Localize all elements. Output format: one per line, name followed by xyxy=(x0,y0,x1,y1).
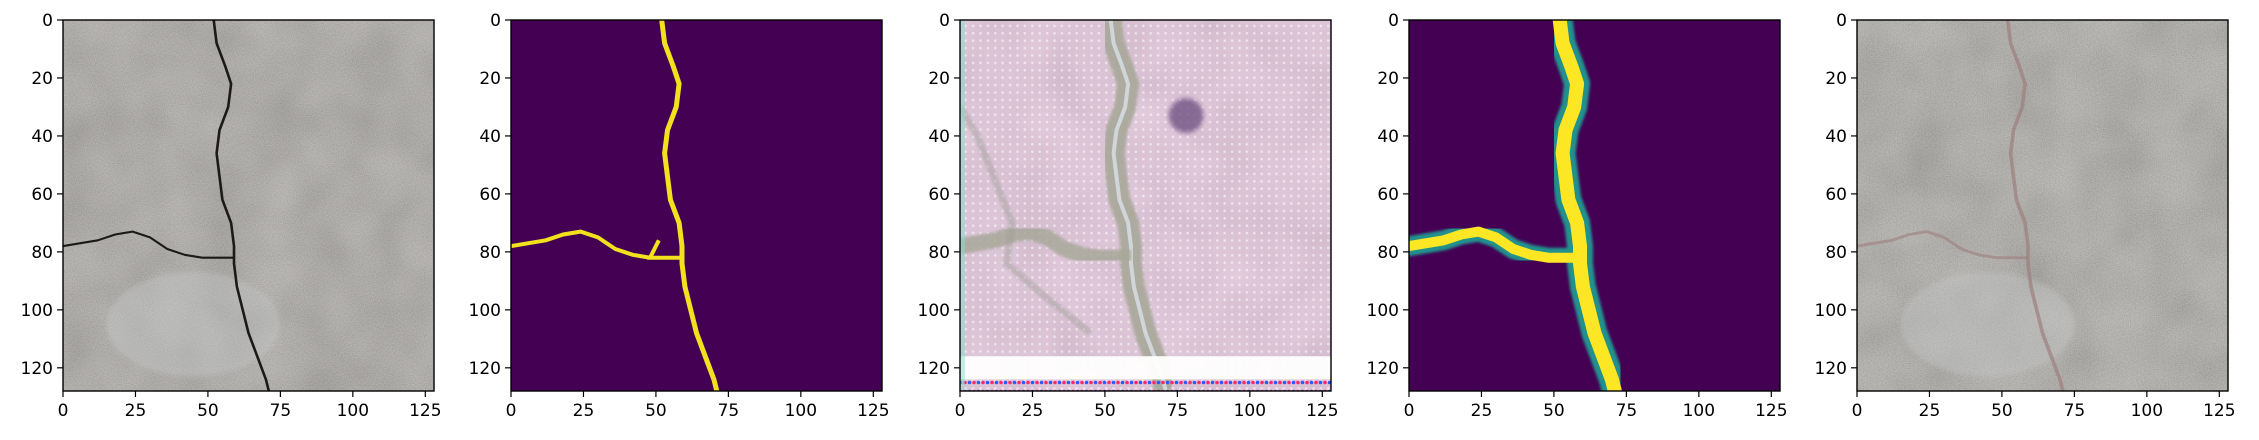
x-tick-label: 100 xyxy=(1683,401,1715,421)
x-tick-label: 50 xyxy=(1094,401,1116,421)
crack-branch xyxy=(960,223,1131,266)
y-tick-label: 120 xyxy=(1815,359,1847,379)
x-tick-label: 50 xyxy=(197,401,219,421)
artifact-band xyxy=(960,356,1331,380)
y-tick-label: 40 xyxy=(928,127,950,147)
panel-1: 0 25 50 75 100 125 0 20 40 60 80 100 120 xyxy=(21,11,442,421)
prob-branch xyxy=(1409,226,1585,263)
x-tick-label: 0 xyxy=(506,401,517,421)
axes-frame xyxy=(959,19,1332,392)
crack-branch xyxy=(1857,230,2028,260)
crack-highlight xyxy=(1108,20,1168,391)
panel-image xyxy=(511,20,882,391)
x-tick-label: 100 xyxy=(2131,401,2163,421)
x-tick-label: 75 xyxy=(2064,401,2086,421)
artifact-dots xyxy=(960,379,1331,391)
x-tick-label: 0 xyxy=(955,401,966,421)
mask-branch xyxy=(511,229,682,260)
x-tick-label: 25 xyxy=(125,401,147,421)
crack-line xyxy=(2005,20,2065,391)
x-tick-label: 125 xyxy=(857,401,889,421)
y-tick-label: 80 xyxy=(479,243,501,263)
panel-image xyxy=(960,20,1331,391)
y-tick-label: 100 xyxy=(21,301,53,321)
x-tick-label: 75 xyxy=(1167,401,1189,421)
y-tick-label: 0 xyxy=(939,11,950,31)
x-tick-label: 75 xyxy=(718,401,740,421)
y-tick-label: 60 xyxy=(928,185,950,205)
y-tick-label: 100 xyxy=(1815,301,1847,321)
x-tick-label: 25 xyxy=(1919,401,1941,421)
x-tick-label: 25 xyxy=(573,401,595,421)
y-tick-label: 80 xyxy=(31,243,53,263)
y-tick-label: 0 xyxy=(490,11,501,31)
y-tick-label: 60 xyxy=(31,185,53,205)
x-tick-label: 75 xyxy=(270,401,292,421)
panel-image xyxy=(63,20,434,391)
x-tick-label: 125 xyxy=(2203,401,2235,421)
x-tick-label: 100 xyxy=(337,401,369,421)
y-tick-label: 40 xyxy=(1377,127,1399,147)
x-tick-label: 50 xyxy=(1543,401,1565,421)
y-tick-label: 80 xyxy=(1825,243,1847,263)
y-tick-label: 20 xyxy=(928,69,950,89)
panel-2: 0 25 50 75 100 125 0 20 40 60 80 100 120 xyxy=(469,11,890,421)
y-tick-label: 0 xyxy=(1836,11,1847,31)
y-tick-label: 60 xyxy=(1377,185,1399,205)
prob-core xyxy=(1552,20,1622,391)
x-tick-label: 100 xyxy=(785,401,817,421)
panel-image xyxy=(1857,20,2228,391)
x-tick-label: 0 xyxy=(1852,401,1863,421)
y-tick-label: 40 xyxy=(31,127,53,147)
x-tick-label: 25 xyxy=(1022,401,1044,421)
y-tick-label: 40 xyxy=(479,127,501,147)
mask-main xyxy=(659,20,720,391)
x-tick-label: 50 xyxy=(645,401,667,421)
panel-3: 0 25 50 75 100 125 0 20 40 60 80 100 120 xyxy=(918,11,1339,421)
y-tick-label: 120 xyxy=(21,359,53,379)
x-tick-label: 125 xyxy=(409,401,441,421)
panel-image xyxy=(1409,20,1780,391)
y-tick-label: 120 xyxy=(918,359,950,379)
y-tick-label: 60 xyxy=(479,185,501,205)
y-tick-label: 20 xyxy=(31,69,53,89)
y-tick-label: 100 xyxy=(469,301,501,321)
axes-frame xyxy=(62,19,435,392)
crack-line xyxy=(212,20,271,391)
y-tick-label: 80 xyxy=(928,243,950,263)
y-tick-label: 40 xyxy=(1825,127,1847,147)
y-tick-label: 20 xyxy=(479,69,501,89)
y-tick-label: 80 xyxy=(1377,243,1399,263)
y-tick-label: 100 xyxy=(1367,301,1399,321)
x-tick-label: 0 xyxy=(1404,401,1415,421)
crack-branch xyxy=(63,230,234,259)
y-tick-label: 100 xyxy=(918,301,950,321)
y-tick-label: 20 xyxy=(1825,69,1847,89)
y-tick-label: 0 xyxy=(1388,11,1399,31)
x-tick-label: 50 xyxy=(1991,401,2013,421)
y-tick-label: 120 xyxy=(1367,359,1399,379)
x-tick-label: 100 xyxy=(1234,401,1266,421)
panel-4: 0 25 50 75 100 125 0 20 40 60 80 100 120 xyxy=(1367,11,1788,421)
x-tick-label: 0 xyxy=(58,401,69,421)
y-tick-label: 60 xyxy=(1825,185,1847,205)
axes-frame xyxy=(1856,19,2229,392)
y-tick-label: 20 xyxy=(1377,69,1399,89)
y-tick-label: 0 xyxy=(42,11,53,31)
y-tick-label: 120 xyxy=(469,359,501,379)
x-tick-label: 125 xyxy=(1755,401,1787,421)
axes-frame xyxy=(510,19,883,392)
axes-frame xyxy=(1408,19,1781,392)
panel-5: 0 25 50 75 100 125 0 20 40 60 80 100 120 xyxy=(1815,11,2236,421)
x-tick-label: 25 xyxy=(1471,401,1493,421)
x-tick-label: 125 xyxy=(1306,401,1338,421)
x-tick-label: 75 xyxy=(1616,401,1638,421)
